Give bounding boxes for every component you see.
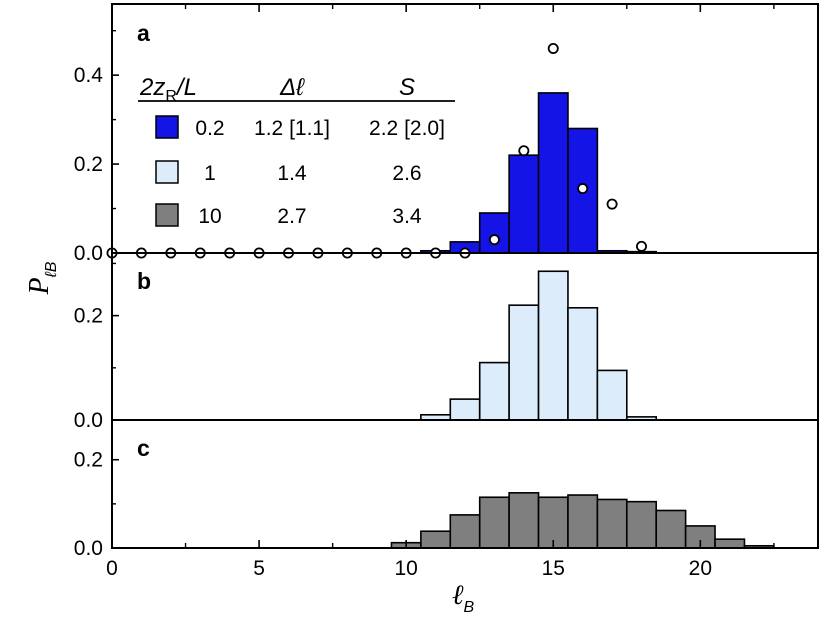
- panel-b: 0.0 0.2 b: [74, 262, 818, 432]
- bar-c-16: [567, 494, 599, 549]
- legend-row-2-col2: 2.7: [277, 205, 306, 228]
- plot-frame: [111, 3, 819, 549]
- bar-b-14: [508, 304, 540, 421]
- bar-a-15: [537, 92, 569, 254]
- y-tick-label-a-1: 0.2: [74, 153, 103, 176]
- x-tick-label-4: 20: [689, 557, 712, 580]
- bar-c-11: [420, 530, 452, 549]
- y-axis-title: PℓB: [24, 261, 60, 295]
- x-tick-label-3: 15: [542, 557, 565, 580]
- svg-text:ℓB: ℓB: [452, 580, 475, 616]
- x-axis-title-sub: B: [464, 599, 475, 616]
- bar-b-12: [449, 398, 481, 421]
- y-tick-label-b-0: 0.0: [74, 409, 103, 432]
- bar-b-16: [567, 306, 599, 421]
- y-tick-label-a-0: 0.0: [74, 242, 103, 265]
- point-a-15: [547, 42, 559, 54]
- legend-row-1-col1: 1: [204, 162, 216, 185]
- bar-c-18: [625, 500, 658, 549]
- bar-b-13: [478, 361, 510, 421]
- bar-b-17: [596, 369, 628, 421]
- legend-header-col1: 2z: [139, 74, 165, 101]
- legend-row-2-col3: 3.4: [392, 205, 422, 228]
- y-tick-label-a-2: 0.4: [74, 64, 104, 87]
- legend-row-0-col2: 1.2 [1.1]: [254, 117, 330, 140]
- legend-header-col1-sub: R: [165, 88, 177, 105]
- bar-c-21: [714, 538, 746, 549]
- bar-c-14: [508, 492, 540, 549]
- panel-a: 0.0 0.2 0.4 a: [74, 20, 818, 265]
- panel-label-b: b: [137, 268, 151, 294]
- y-axis-title-sub: ℓB: [43, 261, 60, 278]
- svg-text:2zR/L: 2zR/L: [139, 74, 197, 105]
- legend-header-col2: Δℓ: [279, 74, 305, 101]
- x-tick-label-2: 10: [394, 557, 417, 580]
- legend-swatch-1: [155, 160, 179, 184]
- bar-c-17: [596, 498, 628, 549]
- panel-c: 0.0 0.2 c: [74, 435, 818, 560]
- bar-a-14: [508, 154, 540, 254]
- bar-c-12: [449, 514, 481, 549]
- x-axis-title: ℓB: [452, 580, 475, 616]
- y-axis-title-main: P: [24, 277, 55, 295]
- legend-row-0-col3: 2.2 [2.0]: [369, 117, 445, 140]
- point-a-17: [606, 198, 618, 210]
- point-a-13: [488, 234, 500, 246]
- bar-c-19: [655, 509, 687, 549]
- x-tick-label-1: 5: [253, 557, 265, 580]
- y-tick-label-c-1: 0.2: [74, 449, 103, 472]
- bar-c-13: [478, 496, 510, 549]
- legend-row-1-col2: 1.4: [277, 162, 307, 185]
- point-a-18: [636, 240, 648, 252]
- svg-text:PℓB: PℓB: [24, 261, 60, 295]
- legend-swatch-0: [155, 115, 179, 139]
- legend-swatch-2: [155, 203, 179, 227]
- legend: 2zR/L Δℓ S 0.2 1.2 [1.1] 2.2 [2.0] 1 1.4…: [138, 74, 455, 228]
- point-a-16: [577, 183, 589, 195]
- x-tick-label-0: 0: [106, 557, 118, 580]
- point-a-14: [518, 145, 530, 157]
- x-axis-title-main: ℓ: [452, 580, 464, 611]
- bar-b-15: [537, 270, 569, 421]
- legend-header-col1-tail: /L: [175, 74, 197, 101]
- bar-a-13: [478, 212, 510, 254]
- y-tick-label-b-1: 0.2: [74, 305, 103, 328]
- panel-label-c: c: [137, 435, 150, 461]
- legend-row-0-col1: 0.2: [195, 117, 224, 140]
- legend-header-col3: S: [399, 74, 415, 101]
- legend-row-1-col3: 2.6: [392, 162, 421, 185]
- legend-row-2-col1: 10: [198, 205, 221, 228]
- panel-label-a: a: [137, 20, 150, 46]
- y-tick-label-c-0: 0.0: [74, 537, 103, 560]
- plot-layer: 0.0 0.2 0.4 a 0.0 0.2 b 0.0 0.2 c 0 5 10 15 20: [74, 3, 819, 580]
